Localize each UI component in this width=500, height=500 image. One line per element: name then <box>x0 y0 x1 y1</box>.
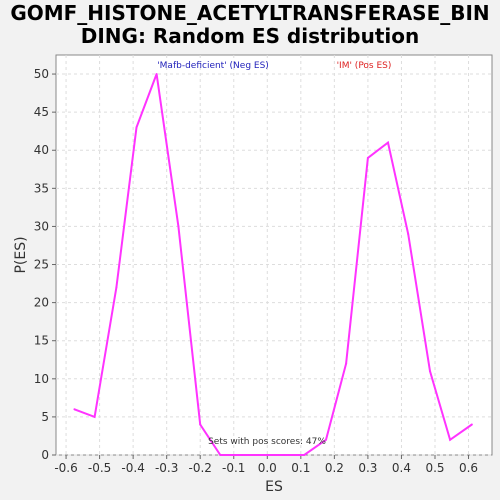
x-tick-label: -0.6 <box>54 461 77 475</box>
x-tick-label: 0.3 <box>358 461 377 475</box>
data-point <box>324 438 327 441</box>
data-point <box>241 454 244 456</box>
x-tick-label: -0.5 <box>88 461 111 475</box>
data-point <box>177 225 180 228</box>
series-group <box>73 73 473 456</box>
x-tick-label: -0.4 <box>121 461 144 475</box>
data-point <box>135 126 138 129</box>
x-axis-label: ES <box>265 479 283 495</box>
grid <box>56 55 492 456</box>
x-tick-label: -0.3 <box>155 461 178 475</box>
plot-area <box>55 54 493 456</box>
x-tick-label: -0.2 <box>189 461 212 475</box>
data-point <box>219 454 222 456</box>
neg-es-label: 'Mafb-deficient' (Neg ES) <box>157 61 269 71</box>
chart-title: GOMF_HISTONE_ACETYLTRANSFERASE_BIN DING:… <box>0 2 500 48</box>
x-tick-label: 0.5 <box>425 461 444 475</box>
data-point <box>449 438 452 441</box>
y-tick-label: 30 <box>34 219 49 233</box>
y-tick-label: 15 <box>34 334 49 348</box>
y-tick-label: 10 <box>34 372 49 386</box>
data-point <box>262 454 265 456</box>
data-point <box>155 73 158 76</box>
y-tick-label: 25 <box>34 258 49 272</box>
x-tick-label: 0.6 <box>459 461 478 475</box>
y-tick-label: 45 <box>34 105 49 119</box>
data-point <box>428 370 431 373</box>
chart-title-line-1: GOMF_HISTONE_ACETYLTRANSFERASE_BIN <box>10 1 490 25</box>
data-point <box>283 454 286 456</box>
y-tick-label: 35 <box>34 181 49 195</box>
data-point <box>115 286 118 289</box>
y-tick-label: 50 <box>34 67 49 81</box>
x-tick-label: -0.1 <box>222 461 245 475</box>
data-point <box>73 408 76 411</box>
data-point <box>93 415 96 418</box>
data-point <box>407 233 410 236</box>
chart-title-line-2: DING: Random ES distribution <box>80 24 420 48</box>
x-tick-label: 0.2 <box>325 461 344 475</box>
y-axis-label: P(ES) <box>13 236 29 273</box>
data-point <box>199 423 202 426</box>
data-point <box>345 362 348 365</box>
y-tick-label: 20 <box>34 296 49 310</box>
y-tick-label: 40 <box>34 143 49 157</box>
y-tick-label: 5 <box>41 410 49 424</box>
data-point <box>366 156 369 159</box>
x-tick-label: 0.0 <box>258 461 277 475</box>
x-tick-label: 0.1 <box>291 461 310 475</box>
series-line <box>74 73 473 456</box>
axis-ticks: -0.6 -0.5 -0.4 -0.3 -0.2 -0.1 0.0 0.1 0.2 0.3 0.4 0… <box>34 67 478 475</box>
data-point <box>470 423 473 426</box>
data-point <box>303 454 306 456</box>
y-tick-label: 0 <box>41 448 49 462</box>
data-point <box>387 141 390 144</box>
x-tick-label: 0.4 <box>392 461 411 475</box>
pos-es-label: 'IM' (Pos ES) <box>337 61 392 71</box>
pos-score-footer: Sets with pos scores: 47% <box>208 437 326 447</box>
